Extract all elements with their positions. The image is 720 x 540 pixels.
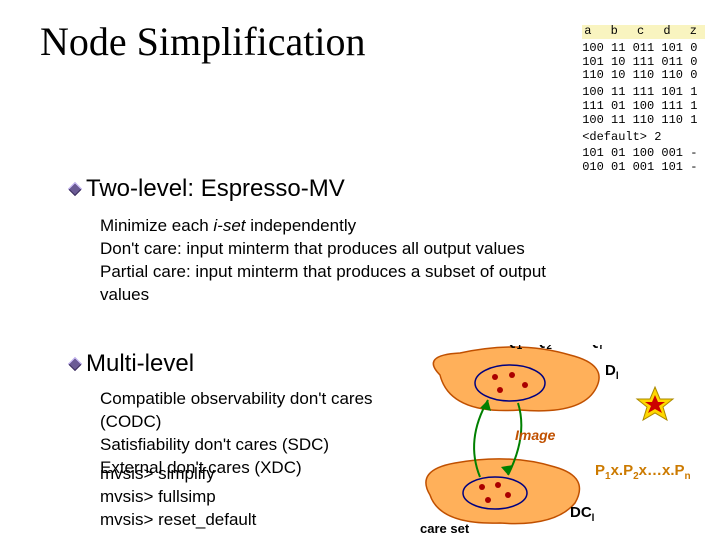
label-care: care set [420, 521, 470, 535]
dot [505, 492, 511, 498]
truth-row: 010 01 001 101 - [582, 161, 705, 175]
truth-row: 100 11 110 110 1 [582, 114, 705, 128]
truth-row: 110 10 110 110 0 [582, 69, 705, 83]
bullet-multi-level: Multi-level [70, 350, 194, 378]
truth-row: 101 10 111 011 0 [582, 56, 705, 70]
label-image: Image [515, 427, 556, 443]
label-p: P1x.P2x…x.Pn [595, 462, 691, 482]
commands-text: mvsis> simplify mvsis> fullsimp mvsis> r… [100, 463, 380, 532]
text-line: independently [246, 216, 357, 235]
dot [492, 374, 498, 380]
truth-header: a b c d z [582, 25, 705, 39]
diamond-icon [68, 357, 82, 371]
cmd-line: mvsis> reset_default [100, 510, 256, 529]
diagram-svg: Q1x.Q2x…x.Qr Dl Image care set DCl P1x.P… [400, 345, 710, 535]
bullet-multi-level-label: Multi-level [86, 350, 194, 377]
label-dl: Dl [605, 362, 619, 382]
star-icon [637, 387, 673, 420]
dot [522, 382, 528, 388]
bullet-two-level: Two-level: Espresso-MV [70, 175, 345, 203]
dot [509, 372, 515, 378]
text-line: Don't care: input minterm that produces … [100, 239, 525, 258]
dot [495, 482, 501, 488]
cmd-line: mvsis> fullsimp [100, 487, 216, 506]
diamond-icon [68, 182, 82, 196]
page-title: Node Simplification [40, 18, 366, 65]
label-dc: DCl [570, 504, 595, 524]
text-italic: i-set [213, 216, 245, 235]
text-line: Minimize each [100, 216, 213, 235]
dot [479, 484, 485, 490]
two-level-text: Minimize each i-set independently Don't … [100, 215, 570, 307]
truth-row: 100 11 011 101 0 [582, 42, 705, 56]
truth-row: 100 11 111 101 1 [582, 86, 705, 100]
bullet-two-level-label: Two-level: Espresso-MV [86, 175, 345, 202]
dot [497, 387, 503, 393]
cmd-line: mvsis> simplify [100, 464, 215, 483]
truth-table: a b c d z 100 11 011 101 0 101 10 111 01… [582, 25, 705, 175]
text-line: Satisfiability don't cares (SDC) [100, 435, 329, 454]
truth-row: 111 01 100 111 1 [582, 100, 705, 114]
text-line: Compatible observability don't cares (CO… [100, 389, 373, 431]
dot [485, 497, 491, 503]
truth-row: 101 01 100 001 - [582, 147, 705, 161]
truth-default: <default> 2 [582, 131, 705, 145]
text-line: Partial care: input minterm that produce… [100, 262, 546, 304]
